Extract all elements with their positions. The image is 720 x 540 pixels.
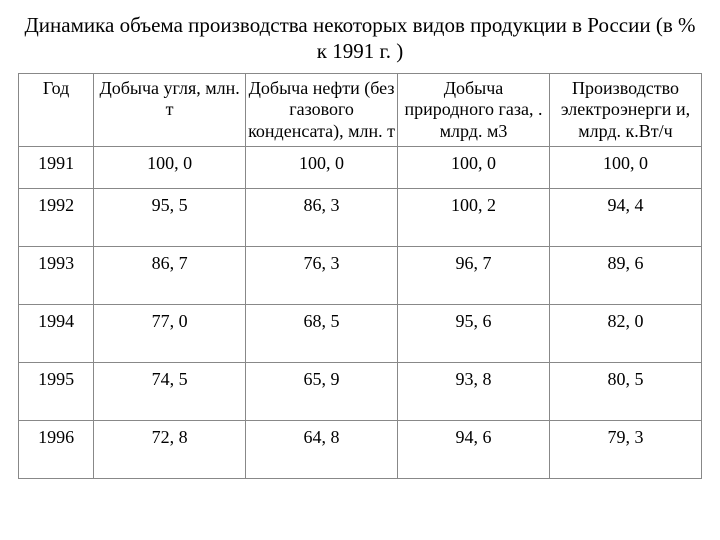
cell-year: 1995: [19, 363, 94, 421]
cell-elec: 79, 3: [549, 421, 701, 479]
col-header-gas: Добыча природного газа, . млрд. м3: [398, 73, 550, 147]
cell-oil: 65, 9: [246, 363, 398, 421]
cell-coal: 95, 5: [94, 189, 246, 247]
production-table: Год Добыча угля, млн. т Добыча нефти (бе…: [18, 73, 702, 480]
cell-year: 1991: [19, 147, 94, 189]
col-header-year: Год: [19, 73, 94, 147]
cell-elec: 80, 5: [549, 363, 701, 421]
col-header-coal: Добыча угля, млн. т: [94, 73, 246, 147]
cell-year: 1992: [19, 189, 94, 247]
cell-gas: 95, 6: [398, 305, 550, 363]
table-row: 1996 72, 8 64, 8 94, 6 79, 3: [19, 421, 702, 479]
cell-coal: 72, 8: [94, 421, 246, 479]
cell-elec: 89, 6: [549, 247, 701, 305]
cell-coal: 100, 0: [94, 147, 246, 189]
cell-oil: 100, 0: [246, 147, 398, 189]
cell-elec: 82, 0: [549, 305, 701, 363]
cell-gas: 94, 6: [398, 421, 550, 479]
cell-oil: 86, 3: [246, 189, 398, 247]
col-header-oil: Добыча нефти (без газового конденсата), …: [246, 73, 398, 147]
cell-coal: 86, 7: [94, 247, 246, 305]
cell-coal: 77, 0: [94, 305, 246, 363]
cell-oil: 64, 8: [246, 421, 398, 479]
table-row: 1992 95, 5 86, 3 100, 2 94, 4: [19, 189, 702, 247]
cell-gas: 93, 8: [398, 363, 550, 421]
cell-oil: 76, 3: [246, 247, 398, 305]
cell-elec: 100, 0: [549, 147, 701, 189]
table-row: 1991 100, 0 100, 0 100, 0 100, 0: [19, 147, 702, 189]
cell-year: 1994: [19, 305, 94, 363]
cell-gas: 100, 2: [398, 189, 550, 247]
col-header-elec: Производство электроэнерги и, млрд. к.Вт…: [549, 73, 701, 147]
cell-coal: 74, 5: [94, 363, 246, 421]
cell-oil: 68, 5: [246, 305, 398, 363]
cell-elec: 94, 4: [549, 189, 701, 247]
table-row: 1993 86, 7 76, 3 96, 7 89, 6: [19, 247, 702, 305]
cell-gas: 100, 0: [398, 147, 550, 189]
table-row: 1995 74, 5 65, 9 93, 8 80, 5: [19, 363, 702, 421]
cell-year: 1996: [19, 421, 94, 479]
cell-year: 1993: [19, 247, 94, 305]
table-row: 1994 77, 0 68, 5 95, 6 82, 0: [19, 305, 702, 363]
table-header-row: Год Добыча угля, млн. т Добыча нефти (бе…: [19, 73, 702, 147]
page-title: Динамика объема производства некоторых в…: [18, 12, 702, 65]
cell-gas: 96, 7: [398, 247, 550, 305]
